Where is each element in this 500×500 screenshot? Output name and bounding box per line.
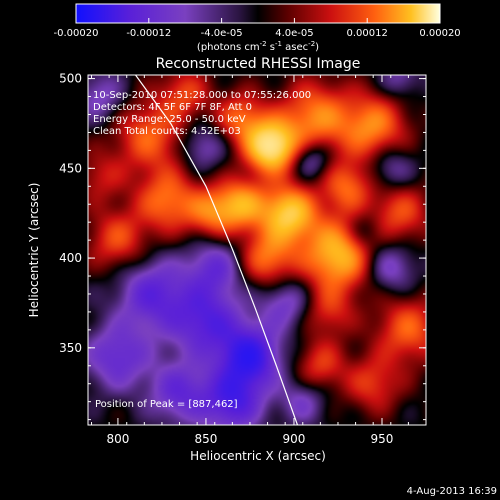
axis-ticks: 800 850 900 950 350 400 450 500 [59, 72, 427, 446]
annotation-time-range: 10-Sep-2010 07:51:28.000 to 07:55:26.000 [93, 90, 311, 101]
peak-position-label: Position of Peak = [887,462] [95, 399, 238, 410]
annotation-block: 10-Sep-2010 07:51:28.000 to 07:55:26.000… [93, 90, 311, 137]
y-tick-label: 400 [59, 251, 82, 265]
x-tick-label: 850 [194, 432, 217, 446]
solar-limb-line [135, 75, 299, 425]
colorbar-tick-label: 0.00020 [419, 28, 460, 39]
x-tick-label: 950 [371, 432, 394, 446]
y-tick-label: 500 [59, 72, 82, 86]
colorbar-tick-label: -0.00012 [126, 28, 171, 39]
plot-frame [87, 74, 427, 426]
x-axis-label: Heliocentric X (arcsec) [190, 449, 326, 463]
colorbar-tick-label: -4.0e-05 [201, 28, 243, 39]
plot-area [88, 75, 426, 425]
colorbar-unit-label: (photons cm-2 s-1 asec-2) [197, 40, 319, 53]
annotation-detectors: Detectors: 4F 5F 6F 7F 8F, Att 0 [93, 102, 252, 113]
x-tick-label: 900 [283, 432, 306, 446]
colorbar-tick-label: 4.0e-05 [275, 28, 313, 39]
heatmap-image [88, 75, 426, 425]
y-tick-label: 450 [59, 161, 82, 175]
colorbar-tick-label: -0.00020 [54, 28, 99, 39]
x-tick-label: 800 [106, 432, 129, 446]
y-axis-label: Heliocentric Y (arcsec) [27, 183, 41, 318]
annotation-total-counts: Clean Total counts: 4.52E+03 [93, 126, 241, 137]
colorbar-tick-label: 0.00012 [347, 28, 388, 39]
footer-timestamp: 4-Aug-2013 16:39 [407, 486, 497, 497]
chart-title: Reconstructed RHESSI Image [156, 56, 361, 72]
annotation-energy-range: Energy Range: 25.0 - 50.0 keV [93, 114, 246, 125]
colorbar [75, 3, 441, 24]
y-tick-label: 350 [59, 341, 82, 355]
colorbar-ticks: -0.00020 -0.00012 -4.0e-05 4.0e-05 0.00012 0.… [54, 18, 461, 39]
